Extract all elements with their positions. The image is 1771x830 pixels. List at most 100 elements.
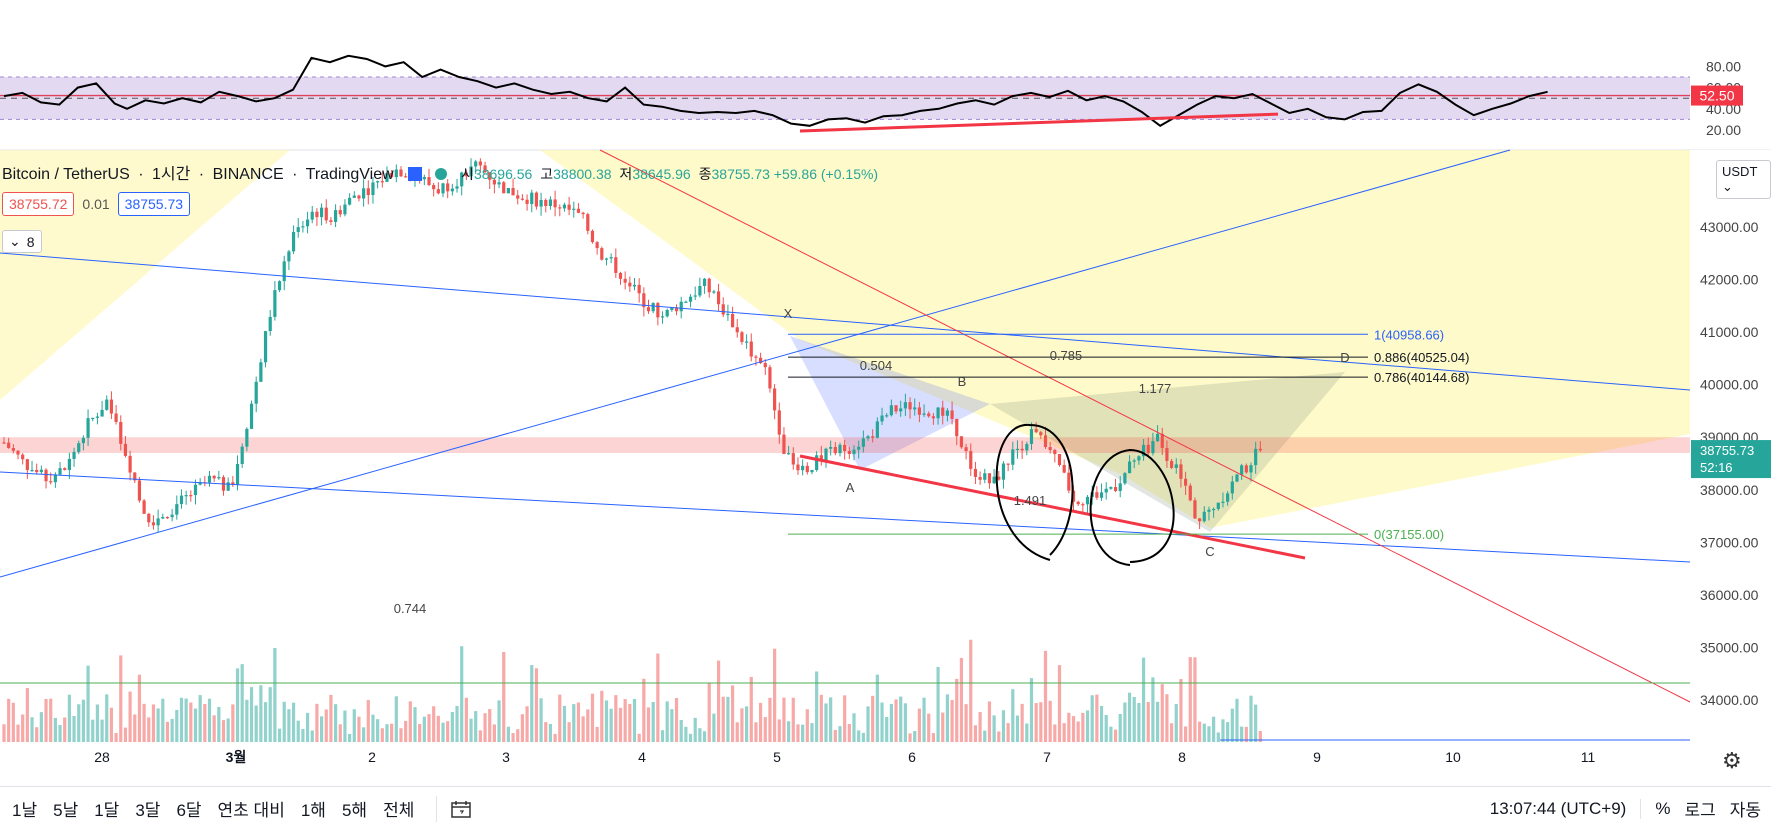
range-1d[interactable]: 1날 [12,801,38,820]
volume-bar [315,703,319,742]
volume-bar [483,713,487,742]
candle-body [1174,464,1178,468]
trendline-blue-rising [0,149,1511,578]
range-1y[interactable]: 1해 [300,801,326,820]
candle-body [562,204,567,209]
candle-body [889,405,893,416]
time-tick-label-0: 28 [94,749,110,765]
candle-body [44,469,48,482]
range-6m[interactable]: 6달 [176,801,202,820]
flag-icon[interactable] [408,167,423,181]
candle-body [1155,433,1160,442]
volume-bar [123,727,128,742]
volume-bar [44,698,48,742]
indicators-toggle[interactable]: ⌄ 8 [2,230,42,253]
volume-bar [744,706,749,742]
volume-bar [997,731,1001,742]
last-price-label: 38755.73 [1700,443,1754,458]
volume-bar [380,728,384,742]
candle-body [950,410,954,419]
volume-bar [618,707,623,742]
candle-body [394,169,398,178]
calendar-icon[interactable] [436,795,472,822]
volume-bar [422,716,426,742]
clock-display[interactable]: 13:07:44 (UTC+9) [1490,798,1642,819]
auto-toggle[interactable]: 자동 [1729,801,1761,820]
volume-bar [474,711,478,742]
sell-button[interactable]: 38755.72 [2,192,75,216]
volume-bar [880,702,884,742]
volume-bar [660,730,665,742]
range-ytd[interactable]: 연초 대비 [217,801,285,820]
volume-bar [1020,703,1024,742]
volume-bar [763,717,767,742]
volume-bar [348,733,352,742]
volume-bar [973,725,978,742]
candle-body [1249,465,1253,473]
candle-body [170,514,174,518]
volume-bar [777,719,781,742]
price-tick-label-6: 37000.00 [1700,534,1759,550]
volume-bar [310,730,314,742]
interval-label[interactable]: 1시간 [152,166,191,183]
candle-body [735,327,739,333]
candle-body [137,480,142,501]
volume-bar [1151,677,1155,742]
candle-body [847,450,851,454]
rsi-last-label: 52.50 [1699,88,1734,104]
volume-bar [1076,721,1080,742]
volume-bar [749,676,753,742]
volume-bar [506,726,510,742]
volume-bar [39,712,43,742]
volume-bar [791,697,795,742]
candle-body [1151,441,1155,454]
candle-body [796,464,800,471]
volume-bar [1067,712,1071,742]
range-3m[interactable]: 3달 [135,801,161,820]
volume-bar [2,724,6,742]
log-toggle[interactable]: 로그 [1684,801,1716,820]
candle-body [483,165,487,173]
range-1m[interactable]: 1달 [94,801,120,820]
volume-bar [688,733,693,742]
candle-body [7,442,11,449]
candle-body [263,331,268,363]
range-all[interactable]: 전체 [383,801,415,820]
volume-bar [674,697,679,742]
fib-level-label-3: 0(37155.00) [1374,527,1444,542]
fib-level-label-2: 0.786(40144.68) [1374,370,1469,385]
volume-bar [539,698,543,742]
candle-body [25,459,29,471]
range-5d[interactable]: 5날 [53,801,79,820]
symbol-name[interactable]: Bitcoin / TetherUS [2,166,130,183]
price-tick-label-8: 35000.00 [1700,639,1759,655]
change-value: +59.86 (+0.15%) [773,166,879,182]
volume-bar [1025,723,1029,742]
candle-body [109,399,114,414]
volume-bar [520,714,525,742]
candle-body [1053,450,1057,455]
candle-body [880,415,884,422]
chart-canvas[interactable]: 80.0060.0040.0020.0052.501(40958.66)0.88… [0,0,1771,786]
candle-body [1127,461,1132,474]
volume-bar [871,695,875,742]
range-5y[interactable]: 5해 [341,801,368,820]
volume-bar [623,699,627,742]
percent-toggle[interactable]: % [1655,798,1671,818]
volume-bar [562,705,567,742]
candle-body [716,291,721,305]
buy-button[interactable]: 38755.73 [117,192,191,216]
volume-bar [1095,694,1099,742]
volume-bar [670,709,674,742]
volume-bar [464,697,468,742]
currency-select[interactable]: USDT ⌄ [1716,160,1771,199]
candle-body [945,410,950,416]
volume-bar [1141,657,1146,742]
volume-bar [1184,726,1188,742]
candle-body [366,188,370,196]
volume-bar [754,722,758,742]
volume-bar [1123,702,1127,742]
gear-icon[interactable]: ⚙ [1722,748,1742,773]
volume-bar [1174,704,1178,742]
candle-body [955,418,959,437]
